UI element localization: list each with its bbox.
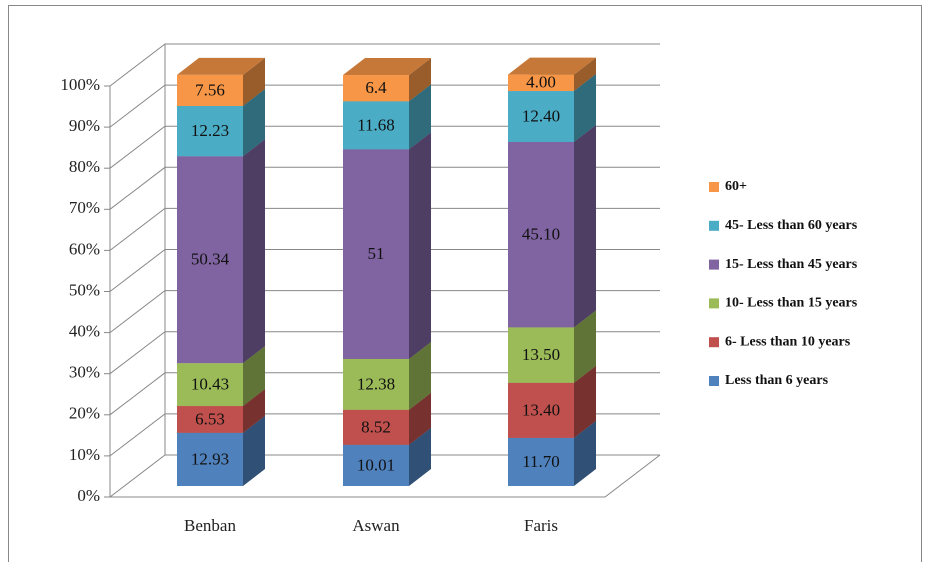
bar-side xyxy=(409,58,431,102)
y-tick-label: 80% xyxy=(69,157,100,176)
bar xyxy=(177,105,243,157)
bar-side xyxy=(409,84,431,150)
legend-swatch xyxy=(709,182,719,192)
legend-label: 10- Less than 15 years xyxy=(725,296,858,311)
data-label: 11.68 xyxy=(357,115,395,134)
legend-swatch xyxy=(709,337,719,348)
bar xyxy=(177,406,243,433)
bar-side xyxy=(243,346,265,407)
bar-side xyxy=(243,389,265,433)
bar xyxy=(343,149,409,359)
bar-top xyxy=(343,58,431,76)
bar xyxy=(508,141,574,328)
y-tick-label: 90% xyxy=(69,116,100,135)
data-label: 6.53 xyxy=(195,409,225,428)
grid-line xyxy=(109,290,660,333)
y-tick-label: 70% xyxy=(69,198,100,217)
data-label: 12.93 xyxy=(191,449,229,468)
y-tick-label: 50% xyxy=(69,280,100,299)
bar-side xyxy=(243,415,265,486)
y-tick-label: 20% xyxy=(69,404,100,423)
grid-line xyxy=(109,166,660,210)
legend-label: 15- Less than 45 years xyxy=(725,257,858,272)
bar xyxy=(343,75,409,102)
bar-side xyxy=(574,57,596,92)
data-label: 50.34 xyxy=(191,250,230,269)
bar-top xyxy=(177,57,265,75)
bar xyxy=(508,74,574,92)
x-tick-label: Faris xyxy=(524,516,558,535)
bar xyxy=(177,74,243,106)
bar xyxy=(508,382,574,438)
data-label: 6.4 xyxy=(365,78,387,97)
bar xyxy=(177,432,243,486)
chart-border xyxy=(8,5,922,562)
bar xyxy=(343,444,409,486)
bar xyxy=(508,327,574,383)
x-tick-label: Aswan xyxy=(352,516,400,535)
bar xyxy=(508,437,574,486)
bar-side xyxy=(243,139,265,364)
grid-line xyxy=(109,249,660,292)
grid-line xyxy=(109,43,660,87)
grid-line xyxy=(109,331,660,375)
bar-side xyxy=(574,365,596,438)
bar xyxy=(343,101,409,150)
y-tick-label: 100% xyxy=(60,75,100,94)
data-label: 12.40 xyxy=(522,106,560,125)
data-label: 4.00 xyxy=(526,73,556,92)
data-label: 12.38 xyxy=(357,374,395,393)
bar-side xyxy=(574,74,596,142)
y-tick-label: 0% xyxy=(77,486,100,505)
data-label: 13.40 xyxy=(522,400,560,419)
bar xyxy=(343,409,409,445)
bar xyxy=(177,156,243,364)
grid-line xyxy=(109,125,660,169)
bar-side xyxy=(409,427,431,486)
bar xyxy=(508,91,574,142)
data-label: 8.52 xyxy=(361,417,391,436)
data-label: 45.10 xyxy=(522,225,560,244)
bar-side xyxy=(574,124,596,328)
grid-line xyxy=(109,84,660,128)
data-label: 13.50 xyxy=(522,345,560,364)
legend-swatch xyxy=(709,259,719,270)
legend-label: 45- Less than 60 years xyxy=(725,218,858,233)
grid-line xyxy=(109,372,660,416)
bar xyxy=(177,363,243,407)
data-label: 7.56 xyxy=(195,80,225,99)
floor xyxy=(110,454,661,498)
legend-label: 60+ xyxy=(725,179,747,194)
bar-side xyxy=(574,420,596,486)
data-label: 11.70 xyxy=(522,452,560,471)
grid-line xyxy=(109,207,660,251)
bar xyxy=(343,358,409,410)
bar-top xyxy=(508,57,596,75)
x-tick-label: Benban xyxy=(184,516,236,535)
bar-side xyxy=(243,88,265,157)
legend-swatch xyxy=(709,298,719,309)
grid-line xyxy=(109,413,660,457)
y-tick-label: 30% xyxy=(69,363,100,382)
bar-side xyxy=(243,57,265,106)
bar-side xyxy=(409,341,431,410)
grid-line xyxy=(109,454,660,498)
legend-label: Less than 6 years xyxy=(725,373,829,388)
bar-side xyxy=(409,132,431,359)
y-tick-label: 40% xyxy=(69,322,100,341)
data-label: 10.01 xyxy=(357,455,395,474)
legend-swatch xyxy=(709,220,719,231)
bar-side xyxy=(409,392,431,445)
bar-side xyxy=(574,310,596,383)
data-label: 12.23 xyxy=(191,121,229,140)
data-label: 10.43 xyxy=(191,374,229,393)
data-label: 51 xyxy=(368,244,385,263)
y-tick-label: 10% xyxy=(69,445,100,464)
legend-swatch xyxy=(709,376,719,386)
y-tick-label: 60% xyxy=(69,239,100,258)
legend-label: 6- Less than 10 years xyxy=(725,334,851,349)
